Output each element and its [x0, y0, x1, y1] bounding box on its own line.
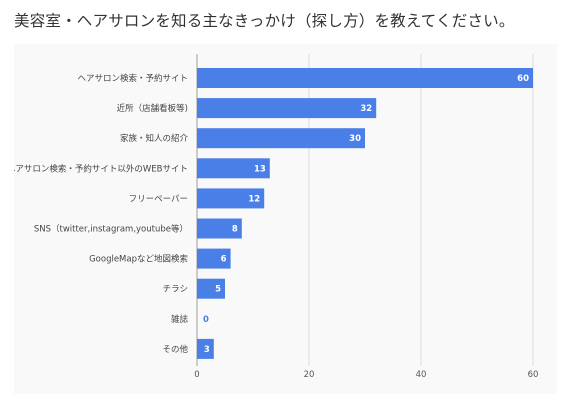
data-label: 6	[221, 255, 227, 265]
bar	[197, 248, 231, 269]
category-label: SNS（twitter,instagram,youtube等）	[34, 224, 188, 235]
data-label: 60	[517, 74, 529, 84]
page-title: 美容室・ヘアサロンを知る主なきっかけ（探し方）を教えてください。	[14, 12, 515, 30]
category-label: ヘアサロン検索・予約サイト以外のWEBサイト	[14, 163, 188, 174]
bar	[197, 158, 270, 179]
x-tick-label: 0	[194, 370, 199, 380]
category-label: フリーペーパー	[129, 194, 188, 204]
data-label: 30	[349, 134, 361, 144]
x-tick-label: 60	[528, 370, 539, 380]
bar	[197, 128, 365, 149]
data-label: 8	[232, 225, 238, 235]
category-label: 雑誌	[171, 314, 189, 325]
category-label: ヘアサロン検索・予約サイト	[77, 73, 188, 84]
category-label: その他	[162, 344, 188, 355]
data-label: 3	[204, 345, 210, 355]
x-tick-label: 40	[416, 370, 427, 380]
bar	[197, 68, 533, 88]
bar	[197, 218, 242, 239]
data-label: 13	[254, 164, 266, 174]
bar	[197, 338, 214, 359]
bar	[197, 188, 265, 209]
category-label: チラシ	[163, 285, 188, 295]
category-label: 家族・知人の紹介	[120, 133, 189, 144]
data-label: 12	[248, 194, 260, 204]
x-tick-label: 20	[304, 370, 315, 380]
category-label: 近所（店舗看板等)	[117, 103, 188, 114]
chart-panel: 0 20 40 60 ヘアサロン検索・予約サイト 60 近所（店舗看板等) 32 家族・知人の紹…	[14, 44, 557, 394]
data-label: 0	[203, 315, 209, 325]
bar	[197, 278, 225, 299]
category-label: GoogleMapなど地図検索	[89, 254, 188, 265]
bar	[197, 98, 377, 119]
data-label: 5	[215, 285, 221, 295]
data-label: 32	[360, 104, 372, 114]
